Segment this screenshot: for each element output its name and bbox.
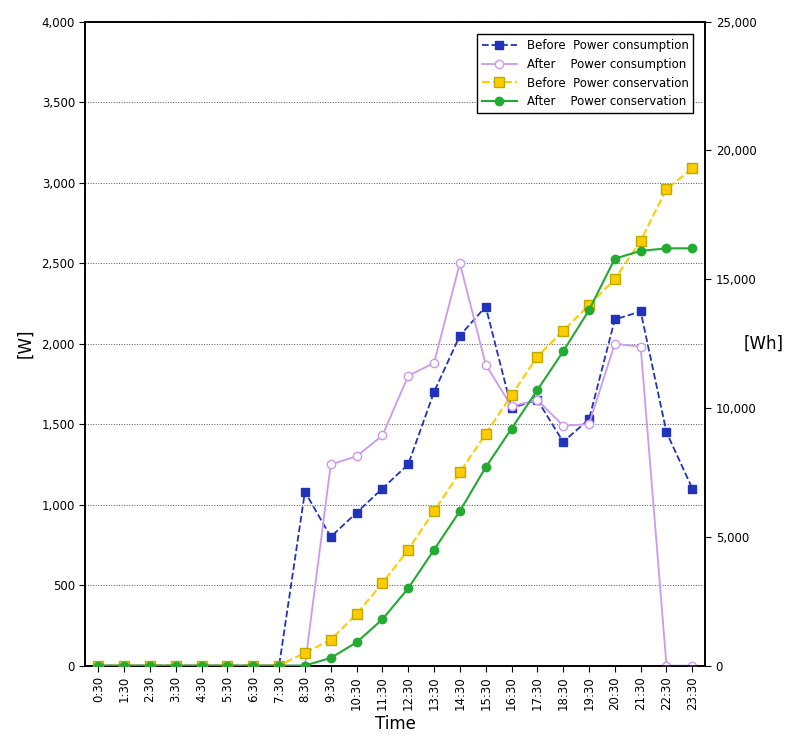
Y-axis label: [W]: [W] [17, 329, 34, 358]
Y-axis label: [Wh]: [Wh] [743, 334, 783, 352]
X-axis label: Time: Time [375, 716, 416, 734]
Legend: Before  Power consumption, After    Power consumption, Before  Power conservatio: Before Power consumption, After Power co… [477, 34, 693, 113]
